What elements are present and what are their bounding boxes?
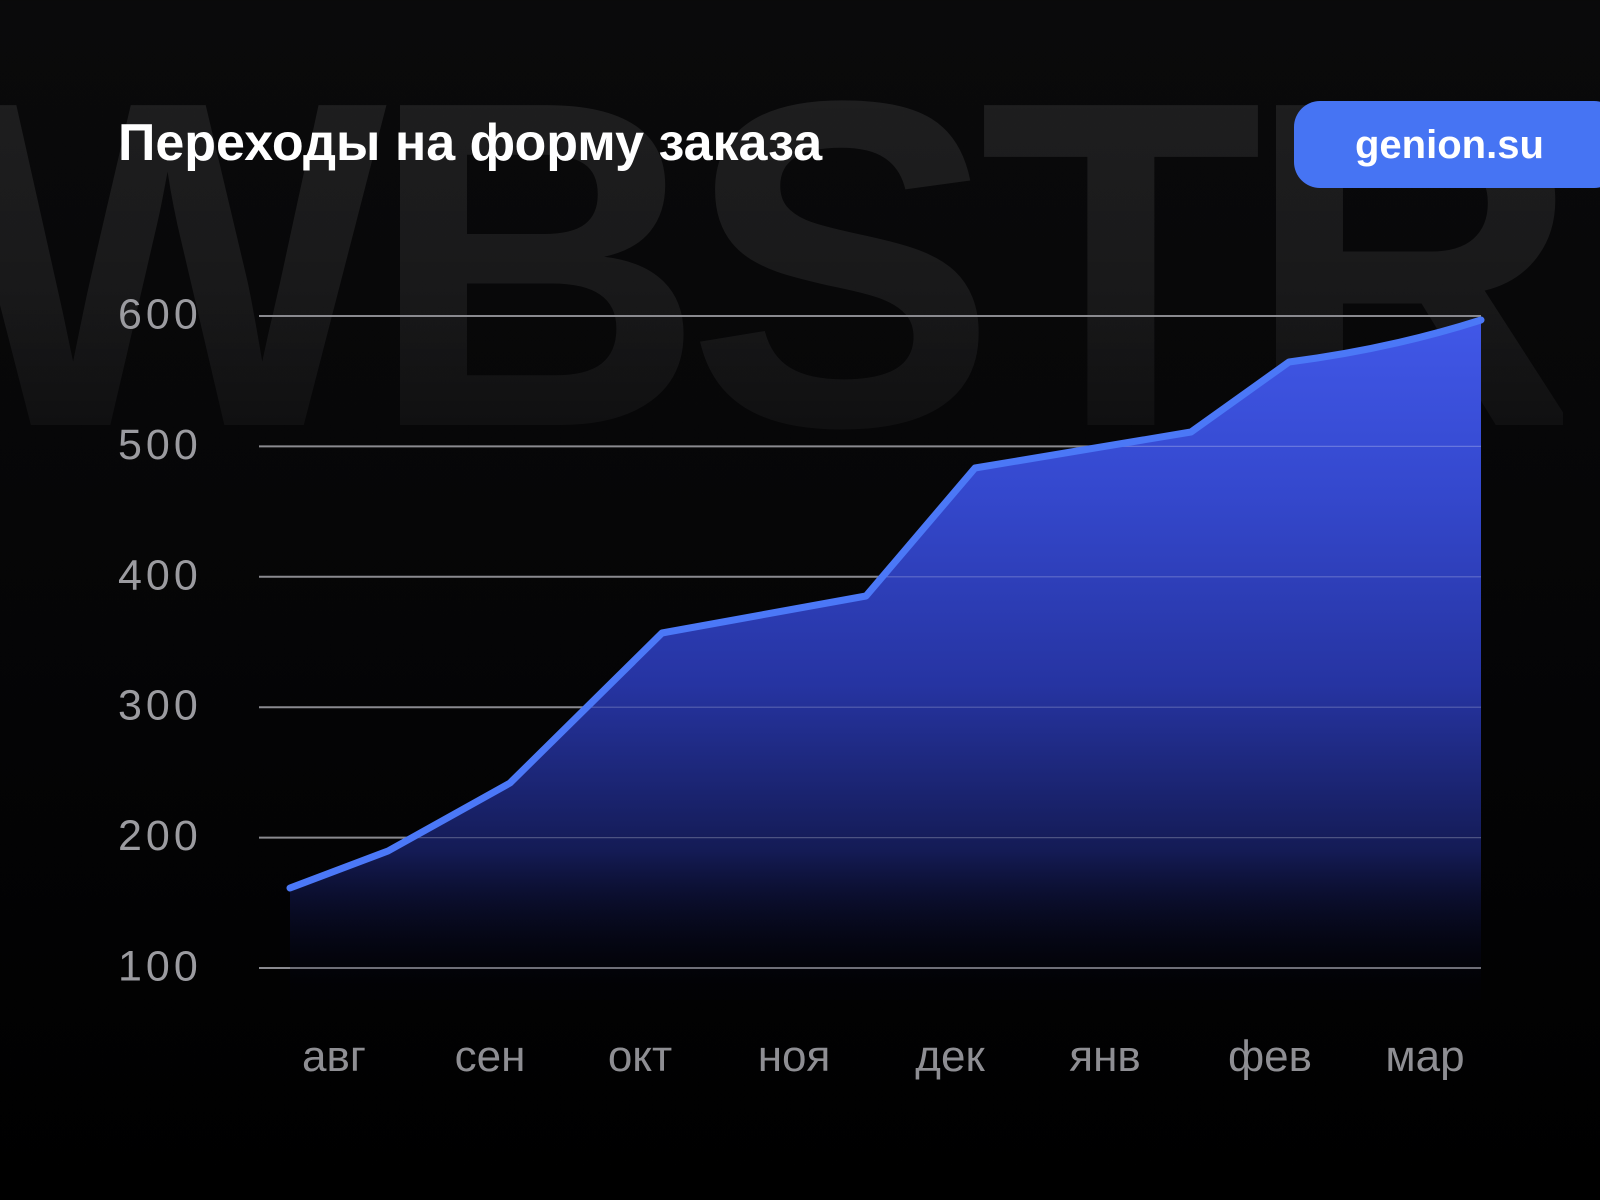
svg-text:300: 300 — [118, 682, 202, 730]
svg-text:200: 200 — [118, 812, 202, 860]
svg-text:окт: окт — [608, 1032, 672, 1081]
svg-text:авг: авг — [302, 1032, 366, 1081]
svg-text:500: 500 — [118, 421, 202, 469]
svg-text:сен: сен — [455, 1032, 526, 1081]
svg-text:дек: дек — [915, 1032, 985, 1081]
svg-text:янв: янв — [1069, 1032, 1141, 1081]
svg-text:600: 600 — [118, 291, 202, 339]
svg-text:фев: фев — [1228, 1032, 1312, 1081]
svg-text:мар: мар — [1385, 1032, 1464, 1081]
svg-text:400: 400 — [118, 551, 202, 599]
svg-text:100: 100 — [118, 943, 202, 991]
svg-text:ноя: ноя — [758, 1032, 831, 1081]
